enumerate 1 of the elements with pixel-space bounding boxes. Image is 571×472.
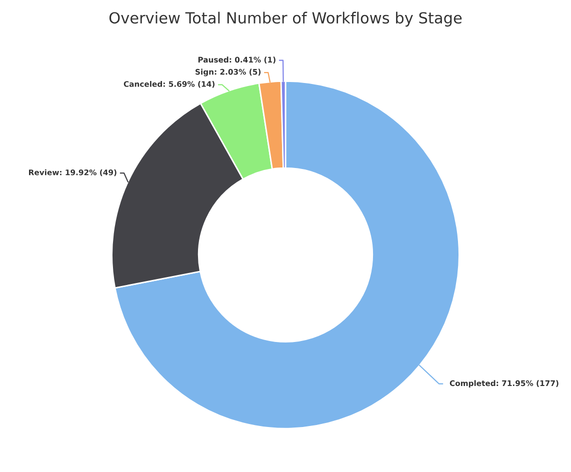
- chart-title: Overview Total Number of Workflows by Stage: [109, 12, 462, 27]
